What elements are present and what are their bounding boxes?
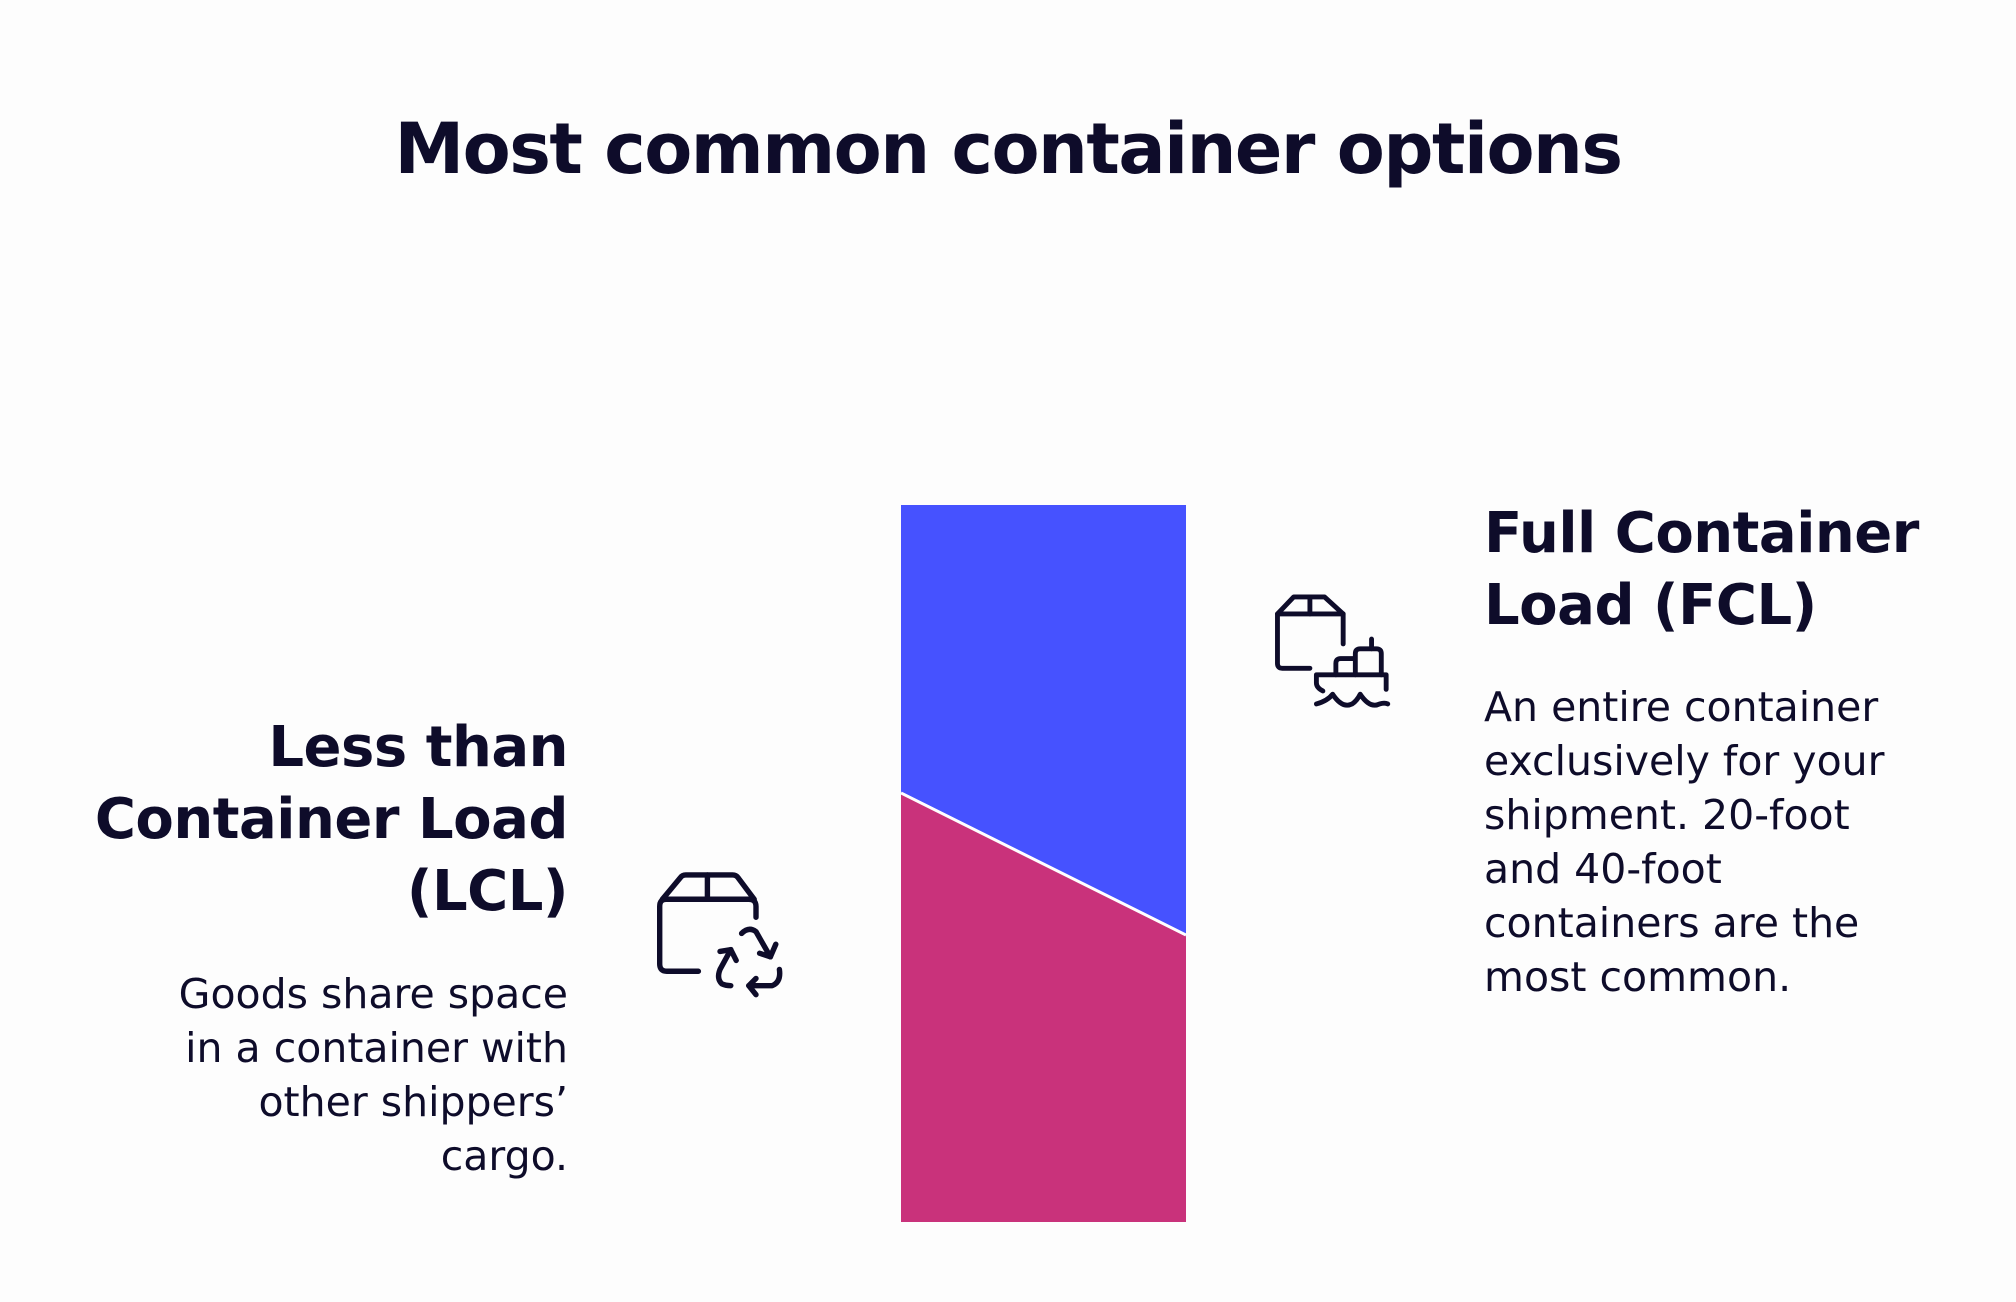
fcl-description-line: and 40-foot (1484, 845, 1722, 893)
stacked-split-bar (901, 505, 1186, 1222)
fcl-description: An entire container exclusively for your… (1484, 680, 1964, 1004)
fcl-description-line: shipment. 20-foot (1484, 791, 1850, 839)
lcl-description: Goods share space in a container with ot… (98, 967, 568, 1183)
fcl-heading: Full Container Load (FCL) (1484, 498, 1984, 642)
page-title: Most common container options (394, 108, 1623, 190)
fcl-heading-line: Load (FCL) (1484, 573, 1817, 638)
fcl-description-line: containers are the (1484, 899, 1860, 947)
fcl-heading-line: Full Container (1484, 501, 1919, 566)
lcl-heading-line: Container Load (94, 787, 569, 852)
box-recycle-icon (648, 863, 792, 1003)
fcl-description-line: An entire container (1484, 683, 1879, 731)
box-ship-icon (1258, 576, 1404, 720)
lcl-description-line: cargo. (440, 1132, 568, 1180)
lcl-description-line: in a container with (185, 1024, 568, 1072)
lcl-heading-line: (LCL) (406, 859, 569, 924)
lcl-heading-line: Less than (268, 715, 568, 780)
split-divider (901, 791, 1186, 937)
lcl-description-line: other shippers’ (258, 1078, 568, 1126)
lcl-heading: Less than Container Load (LCL) (48, 712, 569, 928)
lcl-description-line: Goods share space (178, 970, 568, 1018)
fcl-description-line: most common. (1484, 953, 1792, 1001)
fcl-description-line: exclusively for your (1484, 737, 1885, 785)
